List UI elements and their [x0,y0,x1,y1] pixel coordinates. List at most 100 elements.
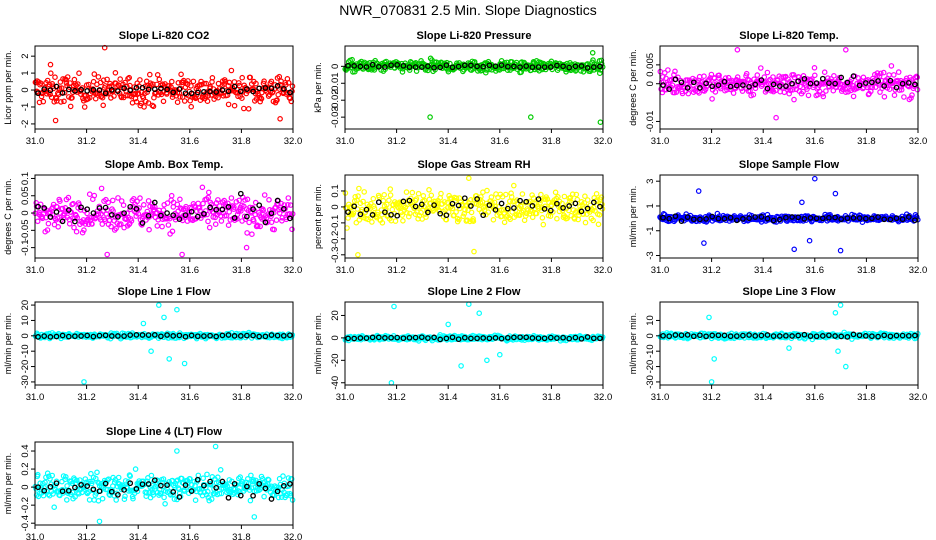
outlier-point [174,448,180,454]
data-point [709,96,715,102]
y-tick-label: 1 [645,203,656,208]
highlight-point [176,216,183,222]
highlight-point [795,332,802,339]
data-point [218,490,225,497]
data-point [238,208,244,214]
data-point [213,200,220,206]
highlight-point [486,202,493,208]
outlier-point [161,314,167,321]
data-point [257,98,264,105]
highlight-point [151,332,158,338]
highlight-point [72,484,78,491]
highlight-point [813,80,820,86]
highlight-point [492,335,499,341]
data-point [197,207,203,214]
highlight-point [47,214,54,220]
data-point [423,214,429,220]
data-point [206,189,212,196]
data-point [126,74,133,81]
highlight-point [145,332,152,338]
data-point [891,92,898,99]
data-point [245,106,252,112]
data-point [701,73,707,80]
data-point [386,197,392,204]
highlight-point [102,204,109,211]
highlight-point [547,64,554,70]
data-point [136,205,143,211]
data-point [869,84,876,91]
highlight-point [449,200,456,207]
data-point [225,101,232,108]
highlight-point [807,80,814,87]
data-point [462,207,468,213]
outlier-point [212,443,219,450]
x-tick-label: 31.0 [336,265,355,276]
highlight-point [523,198,530,205]
highlight-point [443,212,450,219]
y-axis-label: Licor ppm per min. [3,50,13,125]
highlight-point [244,332,250,339]
data-point [266,197,272,203]
data-point [242,197,248,203]
data-point [547,213,554,220]
x-tick-label: 32.0 [284,532,303,540]
data-point [246,219,252,226]
data-point [50,83,56,90]
data-point [145,198,152,204]
data-point [244,196,251,203]
y-tick-label: -0.01 [330,72,341,94]
data-point [105,199,112,206]
data-point [598,194,605,201]
highlight-point [219,332,226,339]
highlight-point [35,484,41,491]
highlight-point [400,335,407,342]
highlight-point [517,197,523,204]
data-point [44,470,51,477]
outlier-point [706,314,712,321]
data-point [276,475,283,482]
y-tick-label: 0 [20,484,31,489]
data-point [275,91,282,98]
highlight-point [72,218,78,225]
x-tick-label: 31.4 [439,136,458,147]
highlight-point [715,215,722,222]
y-tick-label: 2 [20,54,31,59]
panel-10: Slope Line 4 (LT) Flow ml/min per min. 31.… [3,426,302,540]
x-tick-label: 31.8 [232,392,251,403]
highlight-point [262,485,269,492]
highlight-point [133,84,140,91]
highlight-point [102,332,109,339]
highlight-point [535,196,542,202]
highlight-point [78,482,84,488]
data-point [86,191,93,198]
y-axis-label: ml/min per min. [628,186,638,248]
data-point [118,221,124,227]
plot-frame [659,301,919,386]
data-point [356,185,362,192]
data-point [100,102,107,109]
data-point [578,199,585,205]
highlight-point [666,215,673,222]
data-point [236,80,242,86]
highlight-point [869,79,875,86]
data-point [369,219,375,225]
x-tick-label: 32.0 [909,265,928,276]
y-tick-label: -0.4 [20,515,31,531]
panel-4: Slope Amb. Box Temp. degrees C per min. 31… [3,159,302,276]
x-tick-label: 32.0 [909,136,928,147]
data-point [204,98,211,105]
outlier-point [166,356,173,362]
data-point [248,472,254,479]
data-point [555,194,561,200]
data-point [485,209,492,215]
y-tick-label: 0.005 [645,53,656,77]
highlight-point [709,332,716,339]
highlight-point [182,333,189,340]
data-point [467,197,474,203]
data-point [92,95,99,102]
highlight-point [437,64,444,71]
data-point [217,466,224,473]
data-point [205,194,212,201]
panel-title: Slope Line 3 Flow [743,286,836,298]
y-tick-label: -0.05 [20,220,31,242]
